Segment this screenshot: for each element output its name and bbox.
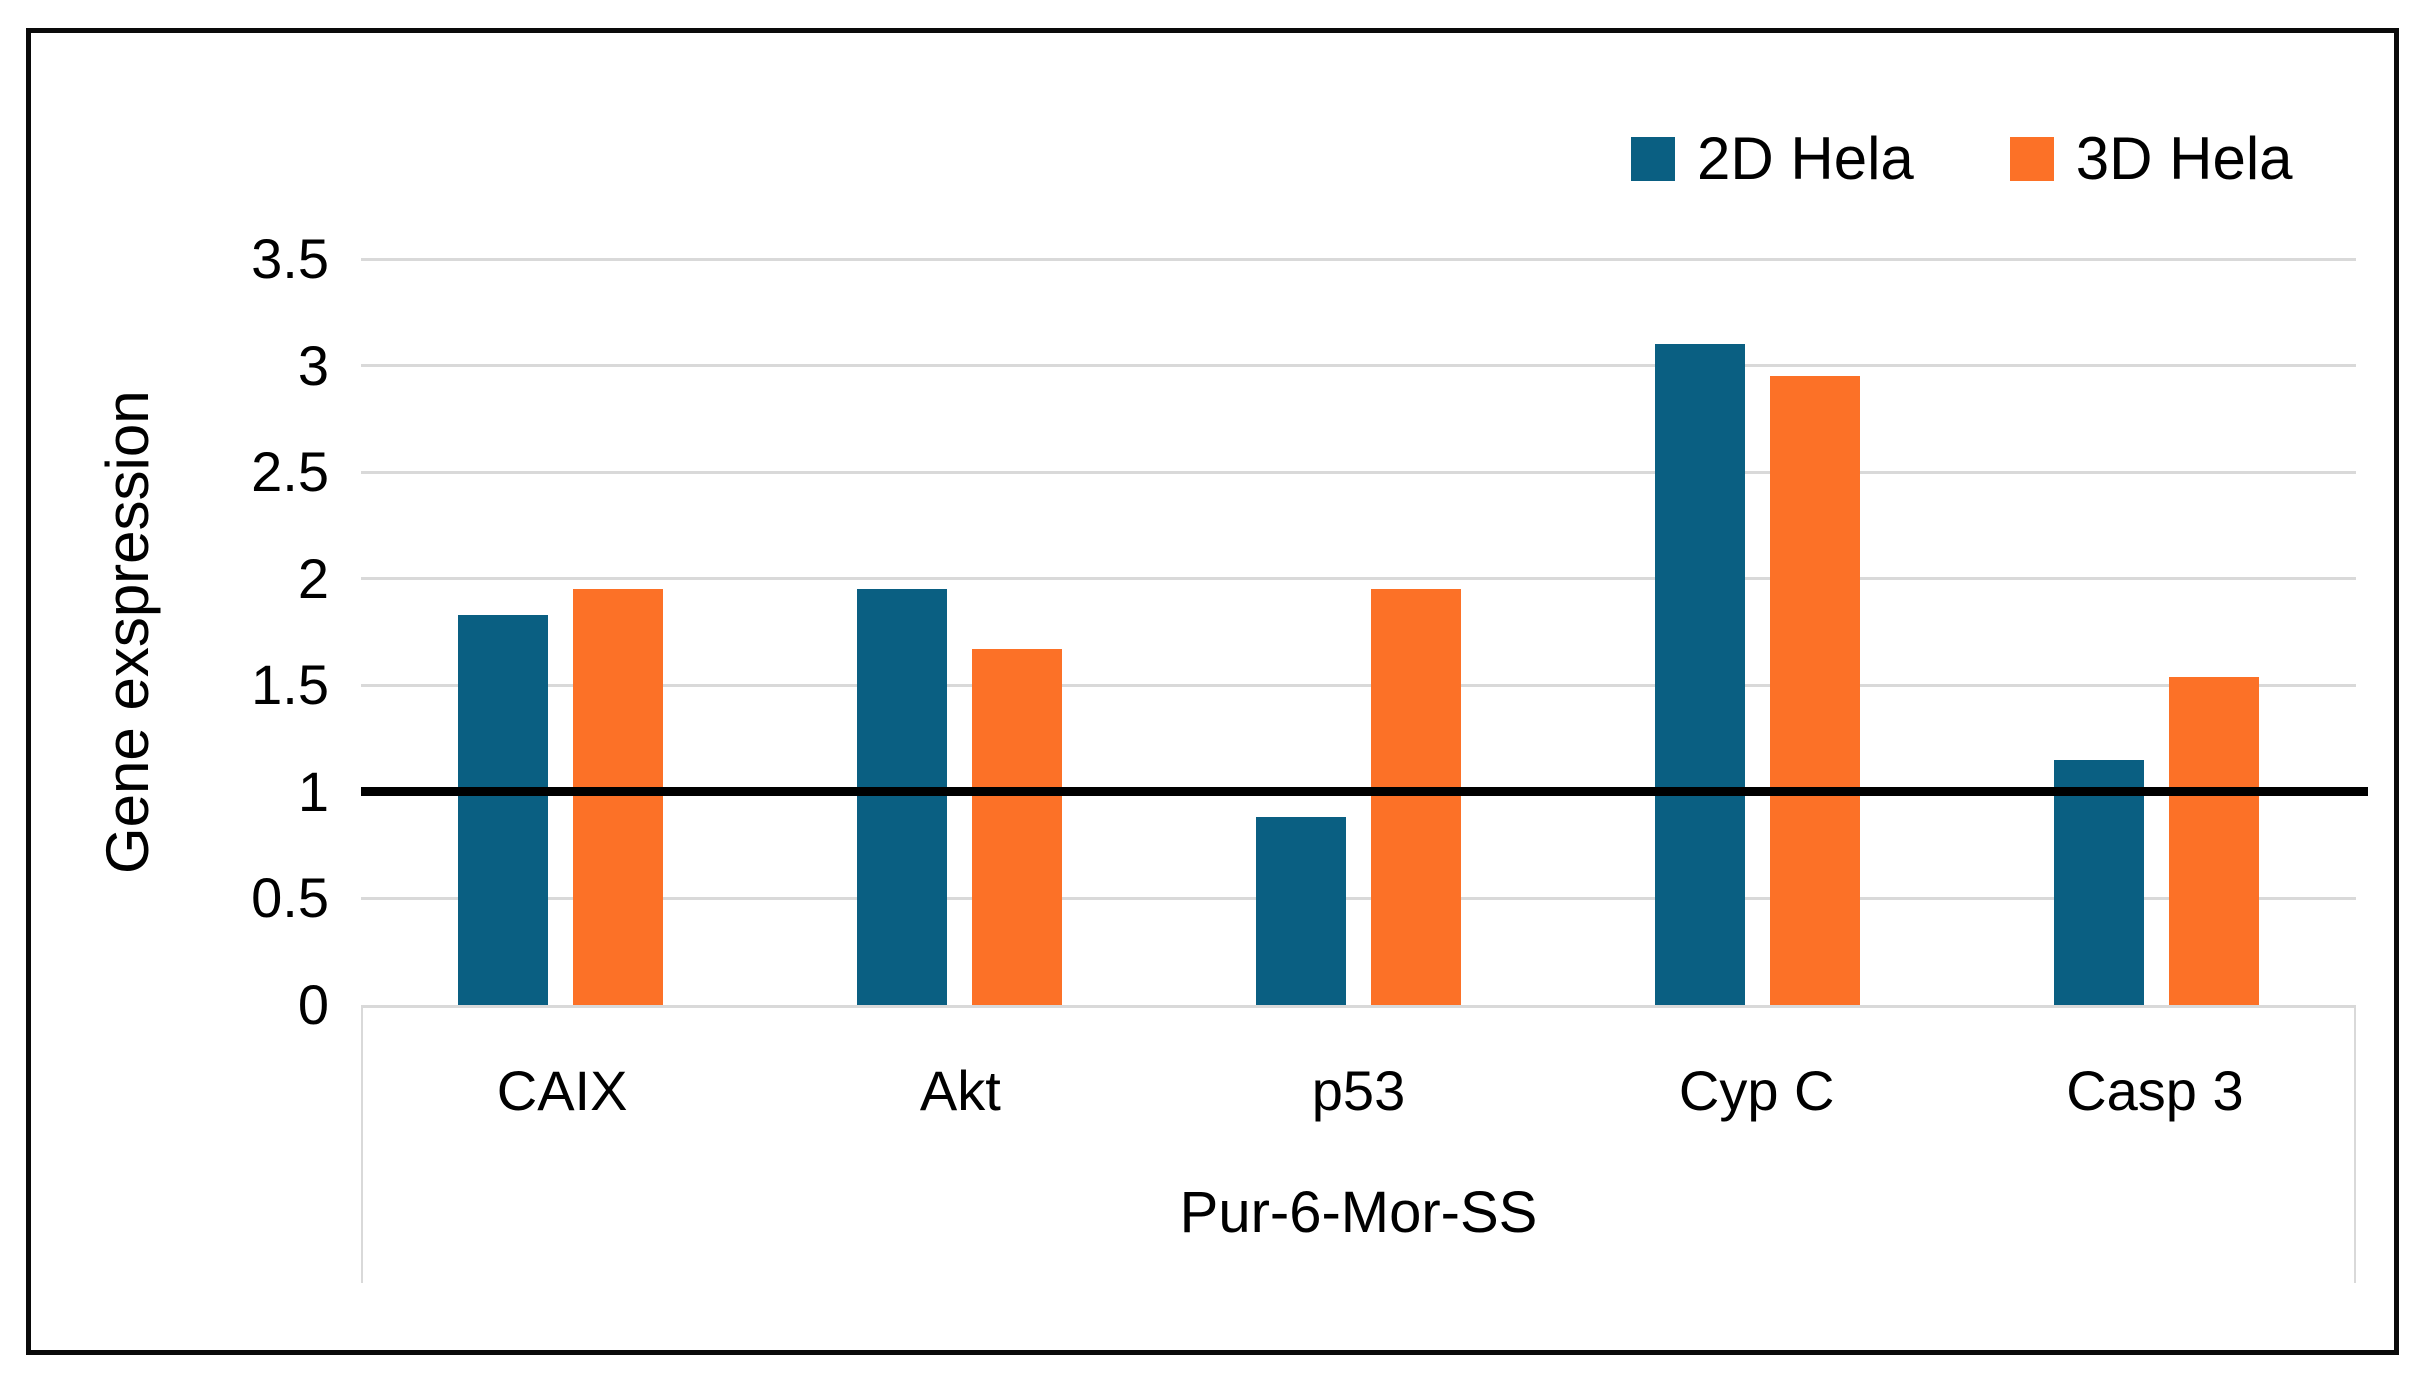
y-tick-label: 1 [297, 759, 329, 823]
category-label-p53: p53 [1311, 1059, 1406, 1122]
category-label-cyp-c: Cyp C [1678, 1059, 1835, 1122]
legend-label: 3D Hela [2075, 125, 2293, 192]
legend-swatch-icon [2009, 137, 2054, 181]
bar-group-akt [760, 259, 1159, 1005]
legend-entry-3d-hela: 3D Hela [2009, 125, 2293, 192]
gridline [361, 257, 2356, 261]
bar-group-cyp-c [1558, 259, 1957, 1005]
gridline [361, 683, 2356, 687]
y-tick-label: 2.5 [251, 440, 329, 504]
y-axis-tick-labels: 3.5 3 2.5 2 1.5 1 0.5 0 [31, 231, 329, 1033]
category-label-caix: CAIX [496, 1059, 628, 1122]
bar-3d-hela-p53 [1371, 589, 1461, 1005]
gridline [361, 896, 2356, 900]
bar-3d-hela-casp-3 [2169, 676, 2259, 1005]
bar-2d-hela-cyp-c [1655, 344, 1745, 1005]
y-tick-label: 1.5 [251, 653, 329, 717]
plot-area [361, 257, 2368, 1005]
legend-swatch-icon [1631, 137, 1675, 181]
bars-container [361, 259, 2356, 1005]
chart-legend: 2D Hela 3D Hela [1631, 129, 2293, 189]
legend-label: 2D Hela [1697, 125, 1914, 192]
category-group-label: Pur-6-Mor-SS [1179, 1179, 1538, 1245]
y-tick-label: 0.5 [251, 866, 329, 930]
category-label-casp-3: Casp 3 [2066, 1059, 2244, 1122]
bar-3d-hela-akt [972, 649, 1062, 1005]
gridline [361, 577, 2356, 581]
category-axis-band: CAIX Akt p53 Cyp C Casp 3 Pur-6-Mor-SS [361, 1005, 2356, 1283]
gridline [361, 470, 2356, 474]
legend-entry-2d-hela: 2D Hela [1631, 129, 1914, 189]
bar-group-caix [361, 259, 760, 1005]
bar-2d-hela-casp-3 [2054, 759, 2144, 1005]
y-tick-label: 3.5 [251, 227, 329, 290]
gridline [361, 364, 2356, 368]
reference-line-y1 [361, 787, 2368, 797]
bar-3d-hela-caix [573, 589, 663, 1005]
y-tick-label: 3 [297, 333, 329, 397]
y-tick-label: 0 [297, 973, 329, 1036]
y-tick-label: 2 [297, 546, 329, 610]
bar-3d-hela-cyp-c [1770, 376, 1860, 1005]
bar-2d-hela-p53 [1256, 817, 1346, 1005]
category-label-akt: Akt [919, 1059, 1001, 1122]
chart-frame-border: 2D Hela 3D Hela Gene exspression 3.5 3 2.5 2… [26, 28, 2399, 1355]
bar-group-casp-3 [1957, 259, 2356, 1005]
bar-2d-hela-caix [458, 614, 548, 1005]
category-labels-row: CAIX Akt p53 Cyp C Casp 3 [363, 1060, 2354, 1122]
bar-group-p53 [1159, 259, 1558, 1005]
bar-2d-hela-akt [857, 589, 947, 1005]
